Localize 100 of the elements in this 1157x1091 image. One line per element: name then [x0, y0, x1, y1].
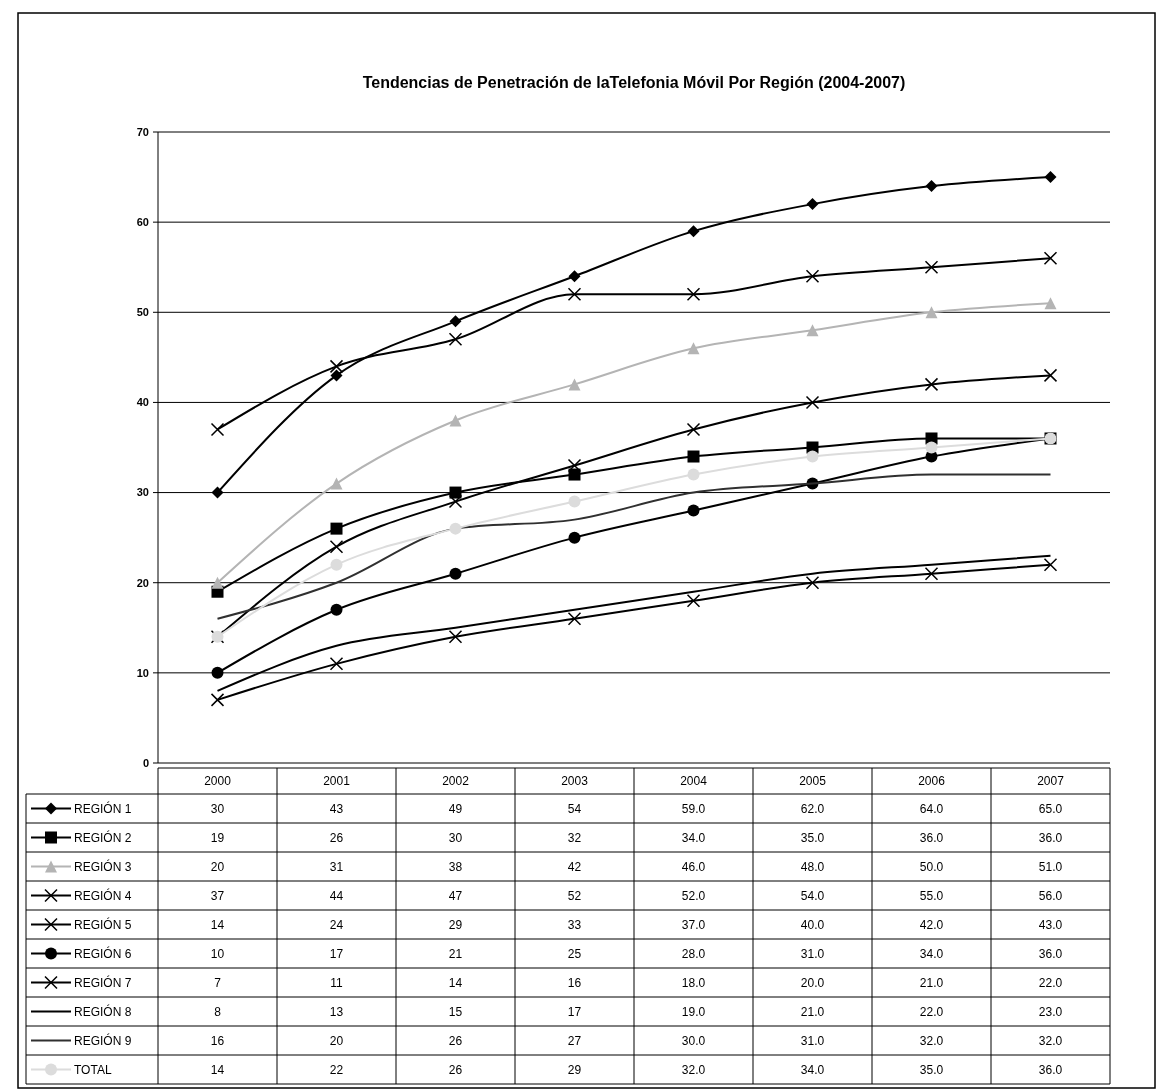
data-label: 25: [567, 946, 582, 961]
data-label: 21.0: [919, 975, 944, 990]
y-tick-label: 0: [142, 756, 149, 769]
legend-label: REGIÓN 1: [74, 800, 132, 816]
x-tick-label: 2004: [680, 774, 708, 788]
y-tick-label: 70: [136, 125, 149, 138]
x-tick-label: 2001: [323, 774, 351, 788]
legend-label: REGIÓN 2: [74, 829, 132, 845]
data-label: 30: [448, 830, 463, 845]
x-tick-label: 2003: [561, 774, 589, 788]
data-label: 11: [330, 975, 344, 990]
y-tick-label: 20: [136, 576, 149, 589]
legend-label: REGIÓN 9: [74, 1032, 132, 1048]
data-label: 55.0: [919, 888, 944, 903]
data-label: 17: [567, 1004, 582, 1019]
data-label: 20: [329, 1033, 344, 1048]
data-label: 37.0: [681, 917, 706, 932]
data-label: 13: [329, 1004, 344, 1019]
data-label: 54: [567, 801, 582, 816]
y-tick-label: 40: [136, 396, 149, 409]
data-label: 21.0: [800, 1004, 825, 1019]
data-label: 32.0: [919, 1033, 944, 1048]
data-label: 14: [448, 975, 463, 990]
y-tick-label: 10: [136, 666, 149, 679]
data-label: 46.0: [681, 859, 706, 874]
data-label: 42: [567, 859, 582, 874]
data-label: 51.0: [1038, 859, 1063, 874]
data-label: 32: [567, 830, 582, 845]
data-label: 43: [329, 801, 344, 816]
data-label: 27: [567, 1033, 582, 1048]
legend-label: REGIÓN 8: [74, 1003, 132, 1019]
legend-label: REGIÓN 4: [74, 887, 132, 903]
data-label: 31.0: [800, 1033, 825, 1048]
data-label: 48.0: [800, 859, 825, 874]
data-label: 56.0: [1038, 888, 1063, 903]
x-tick-label: 2002: [442, 774, 470, 788]
x-tick-label: 2006: [918, 774, 946, 788]
data-label: 36.0: [1038, 830, 1063, 845]
data-label: 52: [567, 888, 582, 903]
data-label: 16: [567, 975, 582, 990]
data-label: 65.0: [1038, 801, 1063, 816]
data-label: 21: [448, 946, 463, 961]
data-label: 52.0: [681, 888, 706, 903]
data-label: 40.0: [800, 917, 825, 932]
legend-label: REGIÓN 7: [74, 974, 132, 990]
data-label: 35.0: [800, 830, 825, 845]
data-label: 26: [329, 830, 344, 845]
legend-label: REGIÓN 5: [74, 916, 132, 932]
data-label: 31.0: [800, 946, 825, 961]
data-label: 17: [329, 946, 344, 961]
legend-label: REGIÓN 3: [74, 858, 132, 874]
data-label: 14: [210, 917, 225, 932]
data-label: 34.0: [919, 946, 944, 961]
data-label: 26: [448, 1033, 463, 1048]
data-label: 16: [210, 1033, 225, 1048]
data-label: 22: [329, 1062, 344, 1077]
data-label: 15: [448, 1004, 463, 1019]
data-label: 37: [210, 888, 225, 903]
chart-title: Tendencias de Penetración de laTelefonia Móvil Por Región (2004-2007): [362, 74, 906, 91]
x-tick-label: 2000: [204, 774, 232, 788]
data-label: 20: [210, 859, 225, 874]
data-label: 24: [329, 917, 344, 932]
data-label: 34.0: [681, 830, 706, 845]
data-label: 22.0: [1038, 975, 1063, 990]
data-label: 50.0: [919, 859, 944, 874]
x-tick-label: 2005: [799, 774, 827, 788]
y-tick-label: 30: [136, 486, 149, 499]
data-label: 19: [210, 830, 225, 845]
data-label: 10: [210, 946, 225, 961]
data-label: 28.0: [681, 946, 706, 961]
data-label: 29: [448, 917, 463, 932]
data-label: 26: [448, 1062, 463, 1077]
legend-label: TOTAL: [74, 1062, 112, 1077]
y-tick-label: 60: [136, 215, 149, 228]
y-tick-label: 50: [136, 306, 149, 319]
data-label: 8: [214, 1004, 222, 1019]
data-label: 36.0: [919, 830, 944, 845]
data-label: 38: [448, 859, 463, 874]
data-label: 54.0: [800, 888, 825, 903]
data-label: 42.0: [919, 917, 944, 932]
data-label: 32.0: [1038, 1033, 1063, 1048]
data-label: 59.0: [681, 801, 706, 816]
data-label: 30: [210, 801, 225, 816]
data-label: 62.0: [800, 801, 825, 816]
data-label: 22.0: [919, 1004, 944, 1019]
data-label: 33: [567, 917, 582, 932]
data-label: 18.0: [681, 975, 706, 990]
data-label: 49: [448, 801, 463, 816]
legend-label: REGIÓN 6: [74, 945, 132, 961]
data-label: 64.0: [919, 801, 944, 816]
data-label: 43.0: [1038, 917, 1063, 932]
data-label: 23.0: [1038, 1004, 1063, 1019]
data-label: 14: [210, 1062, 225, 1077]
data-label: 20.0: [800, 975, 825, 990]
data-label: 44: [329, 888, 344, 903]
data-label: 31: [329, 859, 344, 874]
data-label: 36.0: [1038, 1062, 1063, 1077]
data-label: 34.0: [800, 1062, 825, 1077]
data-label: 30.0: [681, 1033, 706, 1048]
data-label: 35.0: [919, 1062, 944, 1077]
